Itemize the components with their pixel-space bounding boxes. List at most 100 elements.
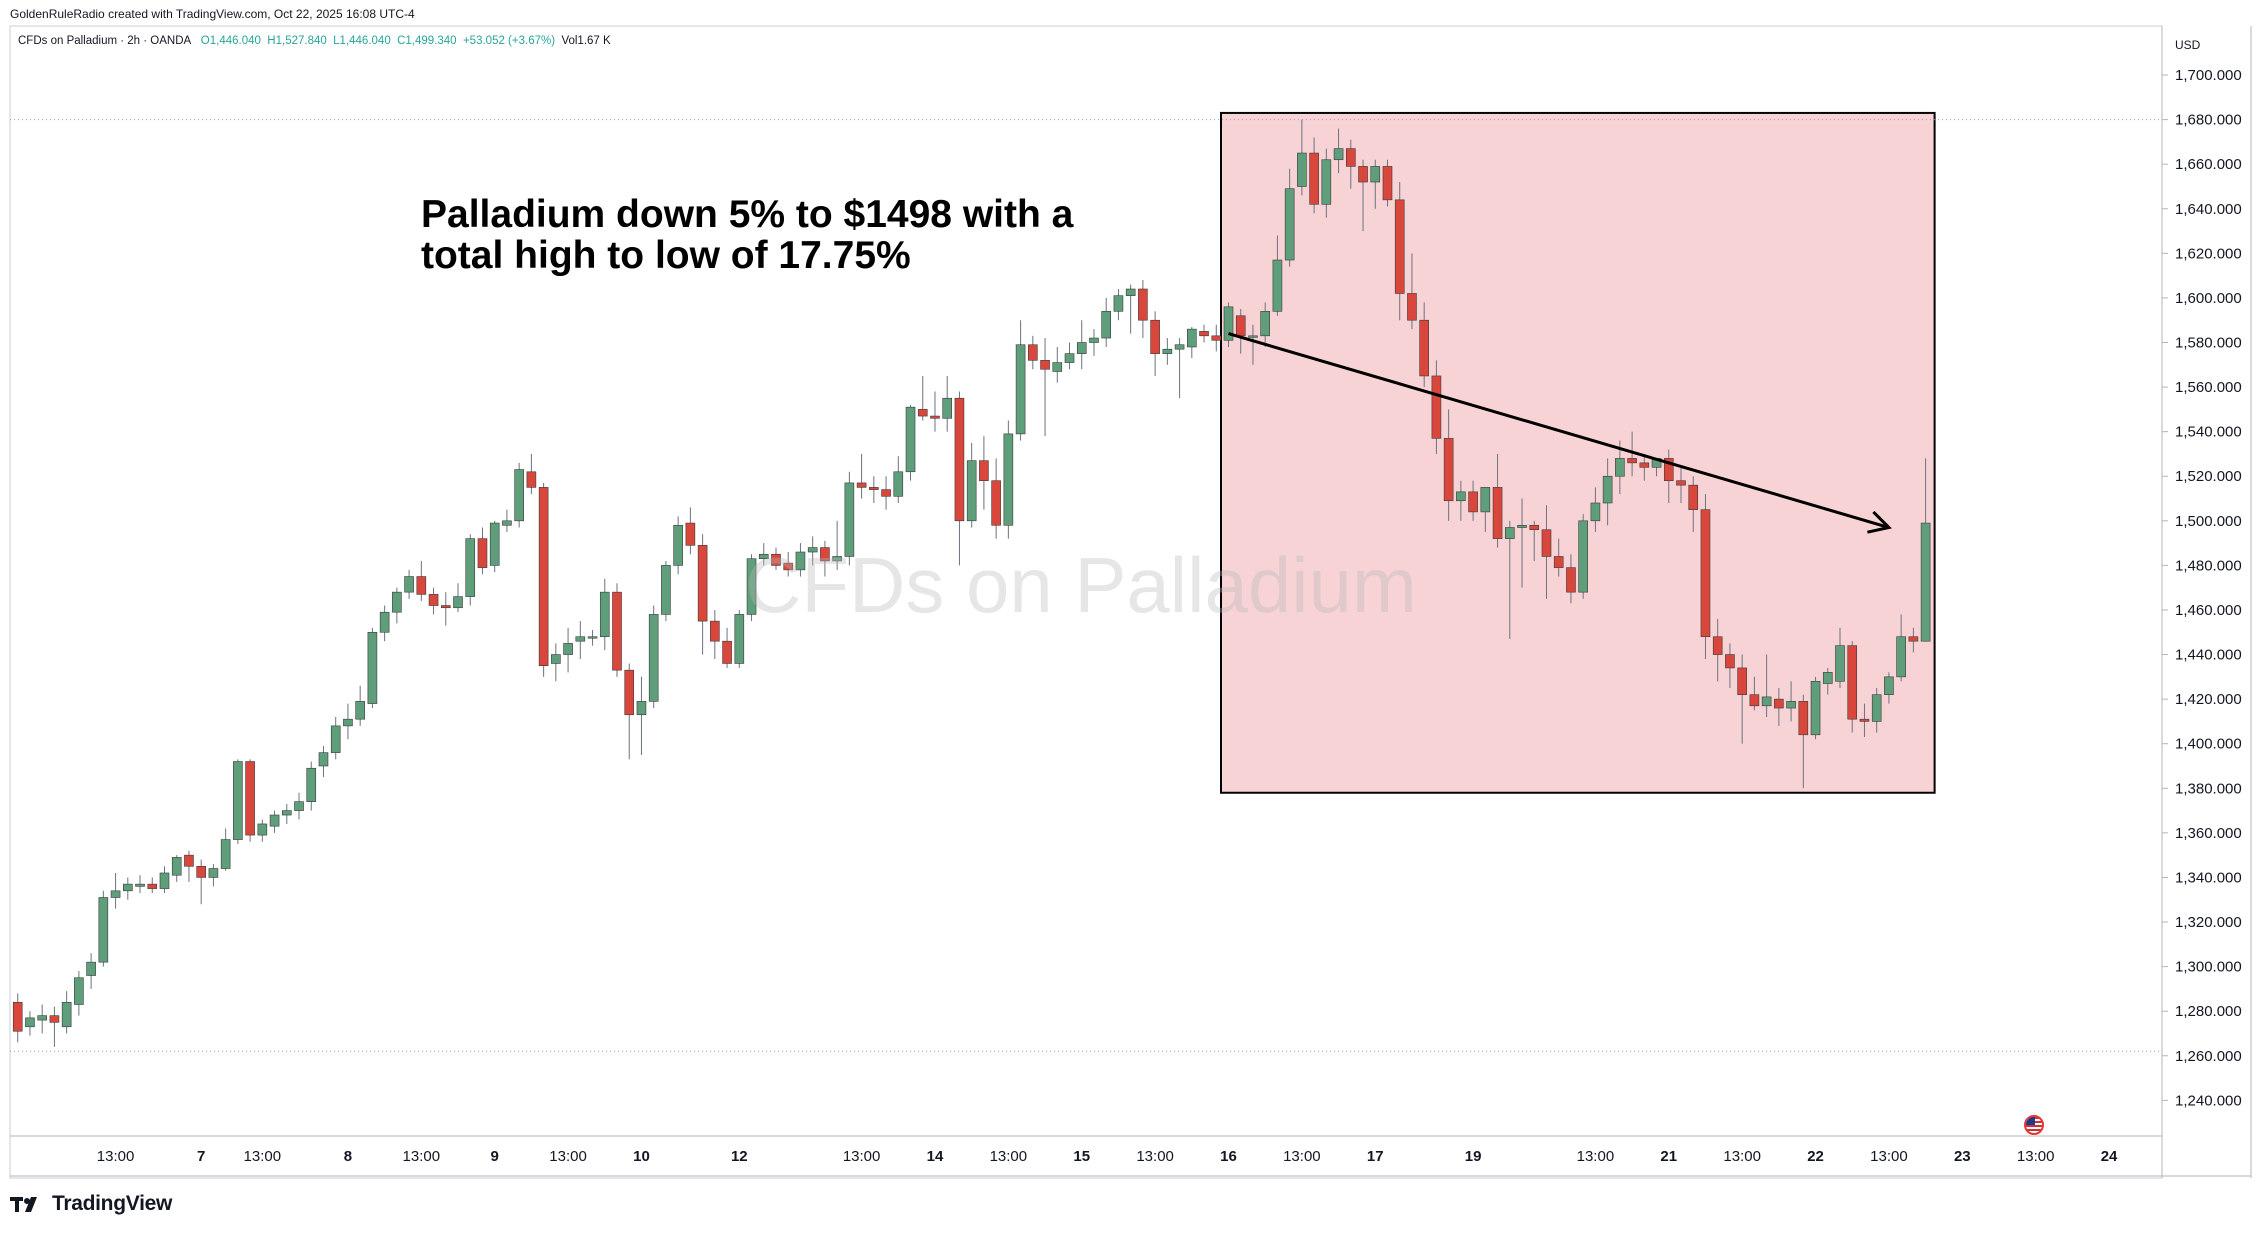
candle[interactable]	[1578, 514, 1588, 599]
candle[interactable]	[355, 685, 365, 726]
candle[interactable]	[1260, 302, 1270, 347]
candle[interactable]	[783, 552, 794, 577]
candle[interactable]	[746, 554, 757, 622]
annotation-text[interactable]: Palladium down 5% to $1498 with a total …	[421, 194, 1221, 276]
candle[interactable]	[1884, 672, 1894, 704]
candle[interactable]	[477, 527, 488, 575]
candle[interactable]	[1419, 302, 1429, 388]
candle[interactable]	[1847, 641, 1858, 733]
candle[interactable]	[942, 375, 953, 432]
candle[interactable]	[905, 404, 916, 481]
candle[interactable]	[12, 993, 23, 1043]
candle[interactable]	[1297, 119, 1307, 196]
candle[interactable]	[1859, 703, 1870, 738]
candle[interactable]	[758, 543, 769, 566]
candle[interactable]	[1504, 520, 1515, 639]
candle[interactable]	[685, 507, 696, 555]
candle[interactable]	[648, 605, 659, 709]
candle[interactable]	[184, 850, 194, 882]
candle[interactable]	[1517, 498, 1527, 588]
candle[interactable]	[1871, 687, 1882, 733]
candle[interactable]	[538, 482, 549, 677]
candle[interactable]	[1028, 335, 1038, 370]
candle[interactable]	[1272, 235, 1283, 316]
candle[interactable]	[1370, 159, 1381, 209]
candle[interactable]	[1346, 139, 1356, 189]
candle[interactable]	[930, 391, 940, 432]
candle[interactable]	[306, 761, 317, 811]
candle[interactable]	[1064, 342, 1075, 370]
candle[interactable]	[1174, 338, 1185, 399]
candle[interactable]	[1761, 654, 1772, 717]
candle[interactable]	[171, 855, 182, 882]
candle[interactable]	[453, 583, 463, 613]
candle[interactable]	[367, 627, 378, 709]
candle[interactable]	[1468, 480, 1478, 521]
candle[interactable]	[294, 792, 304, 820]
candle[interactable]	[404, 569, 414, 599]
candle[interactable]	[820, 540, 830, 577]
candle[interactable]	[1003, 420, 1014, 539]
candle[interactable]	[1456, 480, 1466, 521]
candle[interactable]	[514, 462, 524, 528]
candle[interactable]	[1333, 128, 1344, 174]
candle[interactable]	[281, 803, 292, 824]
candle[interactable]	[1725, 643, 1735, 688]
candle[interactable]	[869, 476, 879, 503]
candle[interactable]	[1211, 324, 1222, 352]
candle[interactable]	[636, 676, 647, 755]
candle[interactable]	[697, 534, 708, 655]
candle[interactable]	[587, 630, 598, 646]
candle[interactable]	[856, 453, 867, 499]
candle[interactable]	[1774, 687, 1784, 726]
candle[interactable]	[795, 543, 806, 577]
candle[interactable]	[428, 587, 439, 615]
candle[interactable]	[1382, 159, 1393, 207]
candle[interactable]	[1394, 182, 1405, 321]
candle[interactable]	[379, 605, 390, 642]
candle[interactable]	[440, 592, 451, 626]
candle[interactable]	[1443, 409, 1454, 521]
candle[interactable]	[208, 864, 219, 887]
candle[interactable]	[1737, 654, 1747, 744]
candle[interactable]	[1602, 458, 1613, 526]
candle[interactable]	[37, 1004, 47, 1034]
candle[interactable]	[1187, 326, 1197, 359]
candle[interactable]	[1627, 431, 1637, 477]
candle[interactable]	[673, 516, 683, 575]
candle[interactable]	[269, 810, 280, 833]
candle[interactable]	[1407, 253, 1417, 330]
candle[interactable]	[1639, 453, 1650, 481]
candle[interactable]	[1150, 311, 1160, 376]
candle[interactable]	[1590, 487, 1601, 532]
candle[interactable]	[220, 828, 231, 871]
candle[interactable]	[1663, 449, 1674, 503]
candle[interactable]	[599, 578, 610, 651]
candle[interactable]	[233, 759, 243, 845]
candle[interactable]	[722, 627, 732, 668]
candle[interactable]	[954, 391, 965, 566]
candle[interactable]	[551, 643, 561, 682]
candle[interactable]	[1101, 297, 1111, 347]
candle[interactable]	[1700, 494, 1711, 660]
candle[interactable]	[881, 476, 891, 510]
candle[interactable]	[1712, 618, 1723, 682]
candle[interactable]	[1431, 360, 1442, 454]
candle[interactable]	[526, 453, 537, 495]
us-flag-icon[interactable]	[2024, 1115, 2044, 1135]
candle[interactable]	[1529, 520, 1540, 561]
candle[interactable]	[1321, 148, 1332, 218]
candle[interactable]	[318, 745, 329, 778]
candle[interactable]	[1052, 346, 1063, 383]
candle[interactable]	[991, 458, 1001, 539]
candle[interactable]	[257, 819, 268, 842]
candle[interactable]	[1822, 667, 1833, 695]
candle[interactable]	[1810, 676, 1821, 740]
candle[interactable]	[563, 627, 573, 673]
candle[interactable]	[1676, 465, 1686, 503]
candle[interactable]	[1309, 137, 1319, 214]
candle[interactable]	[49, 1006, 60, 1047]
candle[interactable]	[465, 534, 476, 606]
candle[interactable]	[147, 877, 158, 894]
candle[interactable]	[123, 877, 133, 900]
